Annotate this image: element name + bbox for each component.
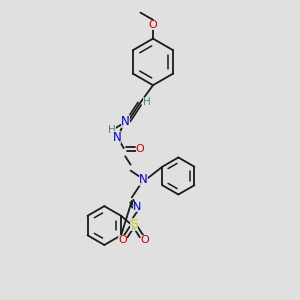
Text: H: H [108,125,116,135]
Text: O: O [136,144,145,154]
Text: N: N [112,131,121,144]
Text: N: N [133,202,141,212]
Text: O: O [141,235,149,245]
Text: S: S [130,218,138,231]
Text: N: N [121,115,130,128]
Text: H: H [143,97,151,107]
Text: N: N [139,173,148,186]
Text: O: O [148,20,158,30]
Text: O: O [118,235,127,245]
